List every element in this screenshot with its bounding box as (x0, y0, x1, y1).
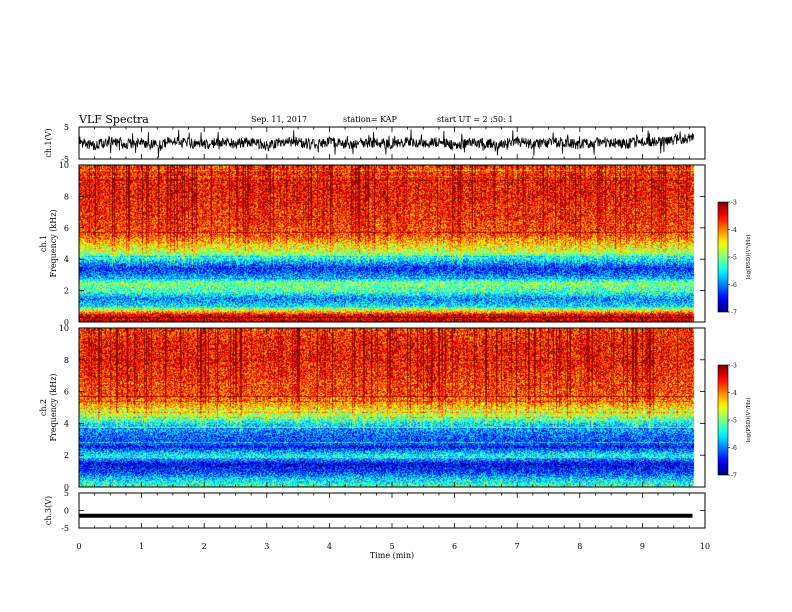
ch1-spectrogram-ylabel: ch.1 (39, 235, 48, 252)
ch2-colorbar (717, 364, 729, 476)
station-label: station= KAP (343, 115, 397, 124)
ch3-waveform-ylabel: ch.3(V) (44, 496, 53, 525)
x-tick-label: 9 (640, 542, 645, 551)
ch1-colorbar-label: log(PSD)(V²/Hz) (745, 235, 752, 280)
ch1-colorbar-tick-label: -3 (731, 200, 737, 207)
ch2-spectrogram-ylabel: ch.2 (39, 399, 48, 416)
ch1-spectrogram-ylabel: Frequency (kHz) (49, 209, 58, 277)
ch2-colorbar-tick-label: -7 (731, 473, 737, 480)
x-tick-label: 8 (577, 542, 582, 551)
x-tick-label: 10 (700, 542, 710, 551)
ch3-waveform-y-tick-label: 0 (64, 507, 69, 516)
ch1-waveform-y-tick-label: -5 (61, 155, 69, 164)
ch1-spectrogram-y-tick-label: 8 (64, 192, 69, 201)
ch2-colorbar-label: log(PSD)(V²/Hz) (745, 398, 752, 443)
x-tick-label: 1 (139, 542, 144, 551)
x-tick-label: 5 (389, 542, 394, 551)
ch2-spectrogram-y-tick-label: 2 (64, 451, 69, 460)
ch2-spectrogram-ylabel: Frequency (kHz) (49, 373, 58, 441)
x-tick-label: 2 (202, 542, 207, 551)
ch2-spectrogram-y-tick-label: 0 (64, 483, 69, 492)
date-label: Sep. 11, 2017 (251, 115, 308, 124)
ch1-colorbar (717, 201, 729, 313)
ch2-colorbar-tick-label: -5 (731, 418, 737, 425)
ch1-spectrogram-y-tick-label: 2 (64, 287, 69, 296)
x-tick-label: 6 (452, 542, 457, 551)
x-tick-label: 0 (76, 542, 81, 551)
figure-title: VLF Spectra (79, 113, 149, 126)
panel-frame-4 (78, 492, 706, 529)
ch1-colorbar-tick-label: -5 (731, 255, 737, 262)
ch2-spectrogram-y-tick-label: 4 (64, 419, 69, 428)
ch3-waveform-y-tick-label: 5 (64, 489, 69, 498)
ch2-colorbar-tick-label: -4 (731, 390, 737, 397)
x-tick-label: 3 (264, 542, 269, 551)
x-tick-label: 7 (515, 542, 520, 551)
ch1-colorbar-tick-label: -6 (731, 282, 737, 289)
ch1-colorbar-tick-label: -4 (731, 227, 737, 234)
ch2-spectrogram-image (79, 328, 705, 487)
ch1-spectrogram-y-tick-label: 10 (59, 161, 69, 170)
ch1-colorbar-tick-label: -7 (731, 310, 737, 317)
ch2-colorbar-tick-label: -6 (731, 445, 737, 452)
ch1-spectrogram-image (79, 165, 705, 322)
start-time-label: start UT = 2 :50: 1 (437, 115, 514, 124)
ch2-colorbar-tick-label: -3 (731, 363, 737, 370)
ch1-spectrogram-y-tick-label: 0 (64, 318, 69, 327)
x-tick-label: 4 (327, 542, 332, 551)
ch2-spectrogram-y-tick-label: 10 (59, 324, 69, 333)
ch3-waveform-y-tick-label: -5 (61, 524, 69, 533)
ch1-waveform-ylabel: ch.1(V) (44, 128, 53, 157)
ch2-spectrogram-y-tick-label: 8 (64, 356, 69, 365)
ch1-spectrogram-y-tick-label: 6 (64, 224, 69, 233)
ch1-waveform-y-tick-label: 5 (64, 123, 69, 132)
ch2-spectrogram-y-tick-label: 6 (64, 388, 69, 397)
ch1-waveform-line (78, 129, 695, 158)
ch1-spectrogram-y-tick-label: 4 (64, 255, 69, 264)
x-axis-title: Time (min) (370, 551, 414, 560)
